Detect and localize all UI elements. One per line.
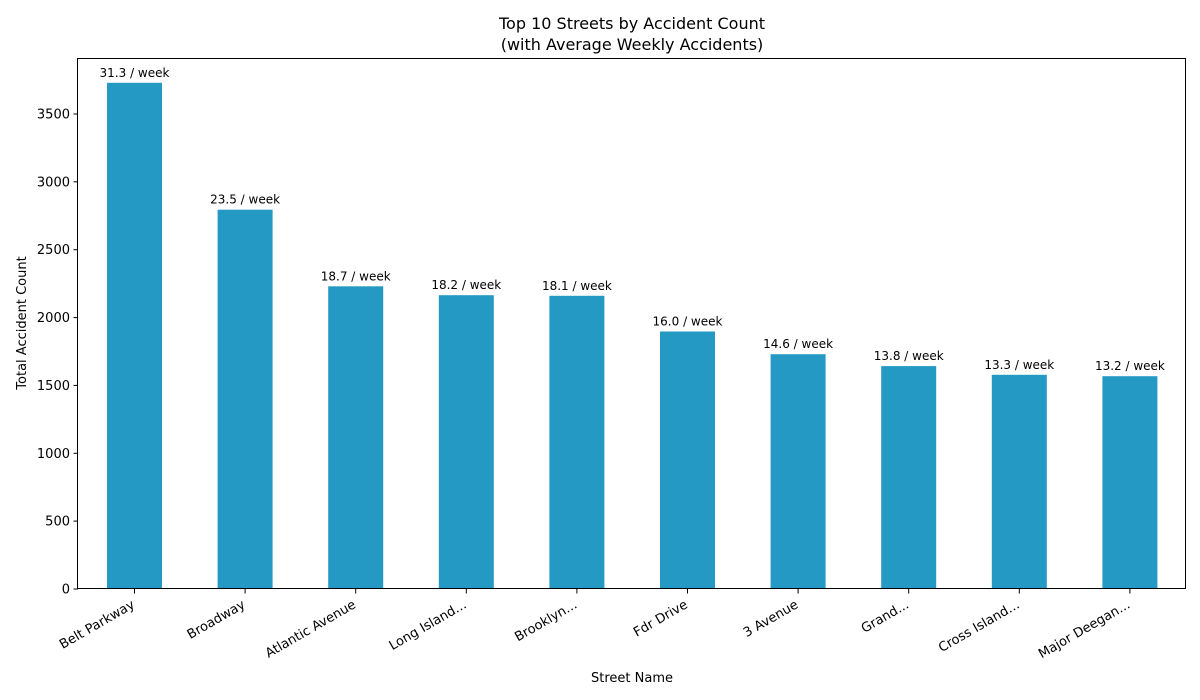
x-axis: Belt Parkway Broadway Atlantic Avenue Long … — [57, 589, 1133, 662]
x-tick-label: 3 Avenue — [741, 597, 801, 640]
bar — [991, 374, 1047, 589]
bar — [438, 295, 494, 589]
x-tick-label: Fdr Drive — [631, 597, 690, 640]
x-tick-label: Cross Island... — [936, 597, 1022, 655]
x-tick-label: Belt Parkway — [57, 597, 138, 652]
x-tick-label: Major Deegan... — [1036, 597, 1133, 662]
bar-labels-group: 31.3 / week 23.5 / week 18.7 / week 18.2 / … — [100, 66, 1165, 373]
bar — [217, 209, 273, 589]
x-tick-label: Grand... — [859, 597, 912, 636]
bar-value-label: 31.3 / week — [100, 66, 170, 80]
bar-value-label: 23.5 / week — [210, 193, 280, 207]
bar-value-label: 18.1 / week — [542, 279, 612, 293]
bar-value-label: 16.0 / week — [653, 315, 723, 329]
bar — [660, 331, 715, 589]
y-tick-label: 500 — [45, 515, 70, 530]
x-tick-label: Brooklyn... — [512, 597, 580, 645]
bar — [770, 354, 826, 589]
bar — [1102, 376, 1158, 589]
bar — [549, 295, 605, 589]
y-tick-label: 1000 — [37, 447, 70, 462]
y-tick-label: 3500 — [37, 108, 70, 123]
bar — [881, 366, 937, 589]
chart-title: Top 10 Streets by Accident Count (with Av… — [498, 14, 765, 54]
bar-value-label: 18.7 / week — [321, 269, 391, 283]
x-tick-label: Atlantic Avenue — [263, 597, 359, 661]
bar-value-label: 18.2 / week — [431, 278, 501, 292]
y-axis-label: Total Accident Count — [15, 256, 30, 390]
x-axis-label: Street Name — [591, 671, 673, 686]
chart-title-line: (with Average Weekly Accidents) — [501, 35, 764, 54]
chart-title-line: Top 10 Streets by Accident Count — [498, 14, 765, 33]
bar — [328, 286, 384, 589]
y-tick-label: 0 — [62, 583, 70, 598]
bar-value-label: 13.3 / week — [984, 358, 1054, 372]
y-tick-label: 1500 — [37, 379, 70, 394]
x-tick-label: Long Island... — [387, 597, 470, 653]
y-tick-label: 2500 — [37, 243, 70, 258]
plot-frame — [77, 58, 1186, 589]
bars-group — [107, 82, 1158, 590]
y-tick-label: 2000 — [37, 311, 70, 326]
y-axis: 0 500 1000 1500 2000 2500 3000 3500 — [37, 108, 78, 598]
bar-value-label: 13.2 / week — [1095, 359, 1165, 373]
y-tick-label: 3000 — [37, 175, 70, 190]
bar — [107, 82, 162, 590]
x-tick-label: Broadway — [185, 597, 249, 642]
bar-value-label: 14.6 / week — [763, 337, 833, 351]
bar-value-label: 13.8 / week — [874, 349, 944, 363]
